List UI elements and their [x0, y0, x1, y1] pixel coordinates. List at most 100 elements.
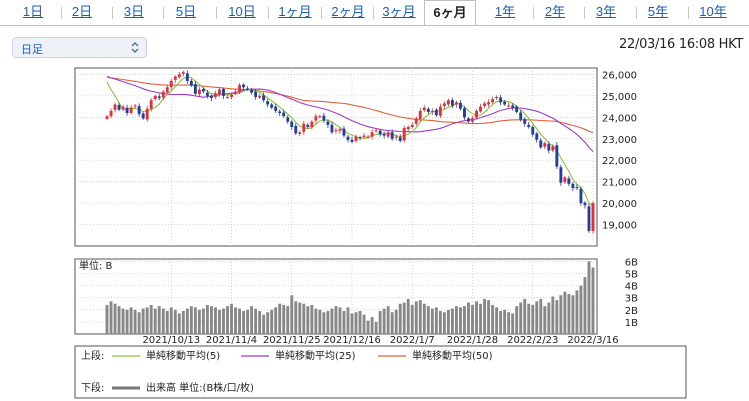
volume-bar — [141, 308, 145, 334]
volume-bar — [270, 309, 274, 334]
candle-down — [499, 97, 503, 103]
candle-down — [571, 183, 575, 189]
tab-separator — [321, 7, 322, 19]
legend-ma50-label: 単純移動平均(50) — [412, 349, 493, 362]
volume-bar — [298, 302, 302, 334]
candle-down — [450, 100, 454, 106]
volume-bar — [266, 312, 270, 334]
candle-down — [205, 92, 209, 96]
candle-down — [330, 124, 334, 133]
volume-bar — [402, 302, 406, 334]
candle-up — [105, 116, 109, 119]
volume-bar — [105, 304, 109, 334]
tab-10d[interactable]: 10日 — [228, 4, 256, 19]
candle-up — [298, 132, 302, 134]
candle-up — [149, 100, 153, 109]
volume-bar — [165, 311, 169, 334]
volume-bar — [535, 301, 539, 334]
volume-bar — [579, 285, 583, 334]
legend-upper-label: 上段: — [81, 349, 104, 362]
volume-bar — [137, 312, 141, 334]
tab-2d[interactable]: 2日 — [71, 4, 93, 19]
candle-down — [547, 144, 551, 151]
volume-bar — [378, 311, 382, 334]
volume-bar — [555, 300, 559, 334]
candle-up — [406, 126, 410, 130]
candle-up — [543, 143, 547, 147]
tab-6m[interactable]: 6ヶ月 — [424, 0, 476, 26]
candle-up — [181, 72, 185, 74]
volume-bar — [177, 313, 181, 334]
candle-up — [442, 103, 446, 107]
volume-tick-label: 4B — [625, 282, 638, 293]
candle-up — [218, 89, 221, 95]
volume-bar — [290, 295, 294, 334]
candle-up — [258, 95, 262, 98]
candle-down — [274, 106, 278, 111]
tab-10y[interactable]: 10年 — [699, 4, 727, 19]
volume-bar — [382, 308, 386, 334]
tab-2m[interactable]: 2ヶ月 — [331, 4, 365, 19]
candle-up — [487, 102, 491, 105]
volume-bar — [149, 304, 153, 334]
candle-up — [479, 106, 482, 112]
candle-up — [238, 85, 241, 93]
candle-up — [214, 93, 217, 97]
candle-down — [511, 105, 515, 108]
volume-bar — [334, 306, 338, 334]
candle-down — [262, 95, 266, 101]
volume-bar — [189, 306, 193, 334]
tab-2y[interactable]: 2年 — [544, 4, 566, 19]
tab-1y[interactable]: 1年 — [494, 4, 516, 19]
volume-bar — [430, 308, 434, 334]
tab-3m[interactable]: 3ヶ月 — [382, 4, 416, 19]
tab-1d[interactable]: 1日 — [22, 4, 44, 19]
volume-bar — [169, 307, 173, 334]
volume-bar — [503, 309, 507, 334]
candle-down — [294, 125, 298, 134]
volume-bar — [575, 290, 579, 334]
candle-up — [394, 136, 398, 138]
tab-5y[interactable]: 5年 — [647, 4, 669, 19]
candle-up — [495, 96, 499, 99]
candle-up — [430, 110, 434, 112]
volume-bar — [479, 303, 482, 334]
tab-separator — [216, 7, 217, 19]
tab-3d[interactable]: 3日 — [123, 4, 145, 19]
volume-bar — [306, 306, 310, 334]
volume-bar — [214, 307, 217, 334]
volume-bar — [250, 306, 254, 334]
volume-bar — [254, 308, 258, 334]
volume-bar — [386, 306, 390, 334]
volume-bar — [238, 308, 241, 334]
volume-bar — [438, 311, 442, 334]
candle-up — [314, 116, 318, 121]
candle-down — [398, 137, 402, 141]
candle-period-select[interactable]: 日足 — [12, 37, 147, 58]
volume-bar — [121, 308, 125, 334]
candle-down — [539, 140, 543, 148]
candle-down — [250, 89, 254, 93]
volume-bar — [374, 321, 378, 334]
tab-3y[interactable]: 3年 — [595, 4, 617, 19]
candle-up — [454, 102, 458, 105]
volume-bar — [362, 314, 366, 334]
candle-down — [254, 91, 258, 97]
volume-tick-label: 2B — [625, 306, 638, 317]
volume-pane — [74, 258, 598, 335]
chart-timestamp: 22/03/16 16:08 HKT — [619, 37, 743, 52]
volume-bars — [105, 261, 595, 334]
tab-1m[interactable]: 1ヶ月 — [278, 4, 312, 19]
price-tick-label: 25,000 — [602, 92, 637, 103]
x-tick-label: 2022/2/23 — [507, 335, 558, 346]
candle-down — [467, 118, 470, 122]
tab-separator — [533, 7, 534, 19]
tab-5d[interactable]: 5日 — [175, 4, 197, 19]
volume-bar — [185, 308, 189, 334]
volume-bar — [587, 261, 591, 334]
candle-down — [390, 132, 394, 139]
price-tick-label: 22,000 — [602, 156, 637, 167]
x-tick-label: 2022/1/28 — [447, 335, 498, 346]
volume-bar — [515, 306, 519, 334]
